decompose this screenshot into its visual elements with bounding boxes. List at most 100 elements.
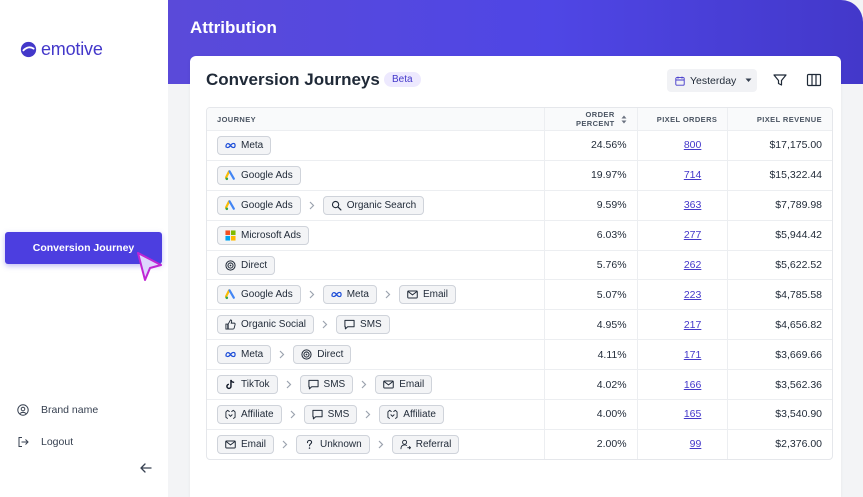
logout-link[interactable]: Logout xyxy=(17,436,73,448)
email-icon xyxy=(383,379,394,390)
channel-label: SMS xyxy=(360,319,382,331)
channel-chip[interactable]: Referral xyxy=(391,434,460,454)
filter-icon[interactable] xyxy=(772,72,788,88)
chevron-right-icon xyxy=(274,440,296,449)
chevron-right-icon xyxy=(278,380,300,389)
channel-chip[interactable]: Organic Search xyxy=(322,195,425,215)
order-percent-cell: 6.03% xyxy=(543,220,637,250)
pixel-orders-cell: 262 xyxy=(636,250,728,280)
date-filter-dropdown[interactable]: Yesterday xyxy=(667,69,757,92)
pixel-orders-link[interactable]: 262 xyxy=(683,259,702,271)
brand-name-link[interactable]: Brand name xyxy=(17,404,98,416)
order-percent-cell: 2.00% xyxy=(543,429,637,459)
channel-label: Google Ads xyxy=(241,169,293,181)
pixel-revenue-cell: $2,376.00 xyxy=(727,429,832,459)
channel-chip[interactable]: TikTok xyxy=(217,375,278,395)
channel-chip[interactable]: Meta xyxy=(217,135,272,155)
channel-label: Email xyxy=(399,379,425,391)
table-body: Meta 24.56% 800 $17,175.00 Google Ads 19.97% 7… xyxy=(207,130,832,459)
pixel-revenue-cell: $5,622.52 xyxy=(727,250,832,280)
channel-label: Organic Search xyxy=(346,199,417,211)
collapse-sidebar-arrow-icon[interactable] xyxy=(139,461,153,475)
order-percent-cell: 24.56% xyxy=(543,131,637,160)
channel-chip[interactable]: SMS xyxy=(336,315,390,335)
google-ads-icon xyxy=(225,289,236,300)
pixel-revenue-cell: $4,656.82 xyxy=(727,310,832,340)
channel-label: SMS xyxy=(327,408,350,420)
channel-chip[interactable]: Meta xyxy=(217,345,272,365)
pixel-orders-link[interactable]: 800 xyxy=(683,139,702,152)
question-icon xyxy=(304,439,315,450)
email-icon xyxy=(407,289,418,300)
caret-down-icon xyxy=(745,78,752,82)
brand-logo[interactable]: emotive xyxy=(20,39,103,60)
pointer-cursor-icon xyxy=(137,252,162,281)
sms-icon xyxy=(307,379,319,390)
chevron-right-icon xyxy=(271,350,293,359)
referral-icon xyxy=(400,439,411,450)
channel-chip[interactable]: Email xyxy=(217,434,275,454)
channel-label: Google Ads xyxy=(241,289,293,301)
channel-label: Unknown xyxy=(320,438,362,450)
calendar-icon xyxy=(675,76,685,86)
columns-icon[interactable] xyxy=(806,72,822,88)
journey-cell: Google Ads xyxy=(207,161,544,190)
channel-label: Organic Social xyxy=(241,319,307,331)
channel-chip[interactable]: Affiliate xyxy=(379,404,444,424)
meta-icon xyxy=(225,349,236,360)
meta-icon xyxy=(225,140,236,151)
chevron-right-icon xyxy=(357,410,379,419)
journey-cell: Affiliate SMS Affiliate xyxy=(207,400,544,429)
channel-chip[interactable]: Organic Social xyxy=(217,315,315,335)
pixel-orders-cell: 217 xyxy=(636,310,728,340)
beta-badge: Beta xyxy=(384,72,421,87)
pixel-orders-link[interactable]: 363 xyxy=(683,199,702,212)
channel-chip[interactable]: Google Ads xyxy=(217,195,301,215)
journey-cell: Microsoft Ads xyxy=(207,221,544,250)
channel-chip[interactable]: SMS xyxy=(303,404,358,424)
journeys-table: JOURNEY ORDER PERCENT PIXEL ORDERS PIXEL… xyxy=(206,107,833,460)
table-row: Google Ads Organic Search 9.59% 363 $7,789.9… xyxy=(207,189,832,220)
channel-chip[interactable]: Affiliate xyxy=(217,404,282,424)
channel-chip[interactable]: Meta xyxy=(322,285,377,305)
channel-label: Email xyxy=(422,289,448,301)
pixel-orders-link[interactable]: 217 xyxy=(683,318,702,331)
chevron-right-icon xyxy=(301,201,323,210)
channel-chip[interactable]: SMS xyxy=(299,375,354,395)
pixel-orders-link[interactable]: 165 xyxy=(683,408,702,421)
channel-chip[interactable]: Email xyxy=(398,285,456,305)
channel-label: Meta xyxy=(241,349,264,361)
pixel-orders-link[interactable]: 714 xyxy=(683,169,702,182)
journey-cell: Email Unknown Referral xyxy=(207,430,544,459)
table-header-row: JOURNEY ORDER PERCENT PIXEL ORDERS PIXEL… xyxy=(207,108,832,130)
channel-chip[interactable]: Google Ads xyxy=(217,165,301,185)
email-icon xyxy=(225,439,236,450)
sort-icon[interactable] xyxy=(621,115,627,124)
pixel-revenue-cell: $15,322.44 xyxy=(727,160,832,190)
journey-cell: Direct xyxy=(207,251,544,280)
channel-chip[interactable]: Unknown xyxy=(296,434,370,454)
channel-label: Affiliate xyxy=(241,408,274,420)
sidebar-item-conversion-journey[interactable]: Conversion Journey xyxy=(5,232,162,264)
channel-chip[interactable]: Direct xyxy=(217,255,276,275)
pixel-orders-cell: 363 xyxy=(636,190,728,220)
affiliate-icon xyxy=(387,409,398,420)
channel-chip[interactable]: Microsoft Ads xyxy=(217,225,310,245)
pixel-orders-link[interactable]: 166 xyxy=(683,378,702,391)
channel-chip[interactable]: Email xyxy=(375,375,433,395)
column-header-order-percent[interactable]: ORDER PERCENT xyxy=(543,108,637,130)
channel-chip[interactable]: Google Ads xyxy=(217,285,301,305)
pixel-revenue-cell: $5,944.42 xyxy=(727,220,832,250)
pixel-orders-link[interactable]: 277 xyxy=(683,229,702,242)
channel-chip[interactable]: Direct xyxy=(293,345,352,365)
journey-cell: Meta xyxy=(207,131,544,160)
pixel-orders-link[interactable]: 223 xyxy=(683,288,702,301)
table-row: Email Unknown Referral 2.00% 99 $2,376.00 xyxy=(207,428,832,459)
user-circle-icon xyxy=(17,404,29,416)
pixel-orders-link[interactable]: 171 xyxy=(683,348,702,361)
sms-icon xyxy=(344,319,355,330)
pixel-orders-link[interactable]: 99 xyxy=(689,438,702,451)
order-percent-cell: 19.97% xyxy=(543,160,637,190)
channel-label: Email xyxy=(241,438,267,450)
logout-label: Logout xyxy=(41,436,74,448)
